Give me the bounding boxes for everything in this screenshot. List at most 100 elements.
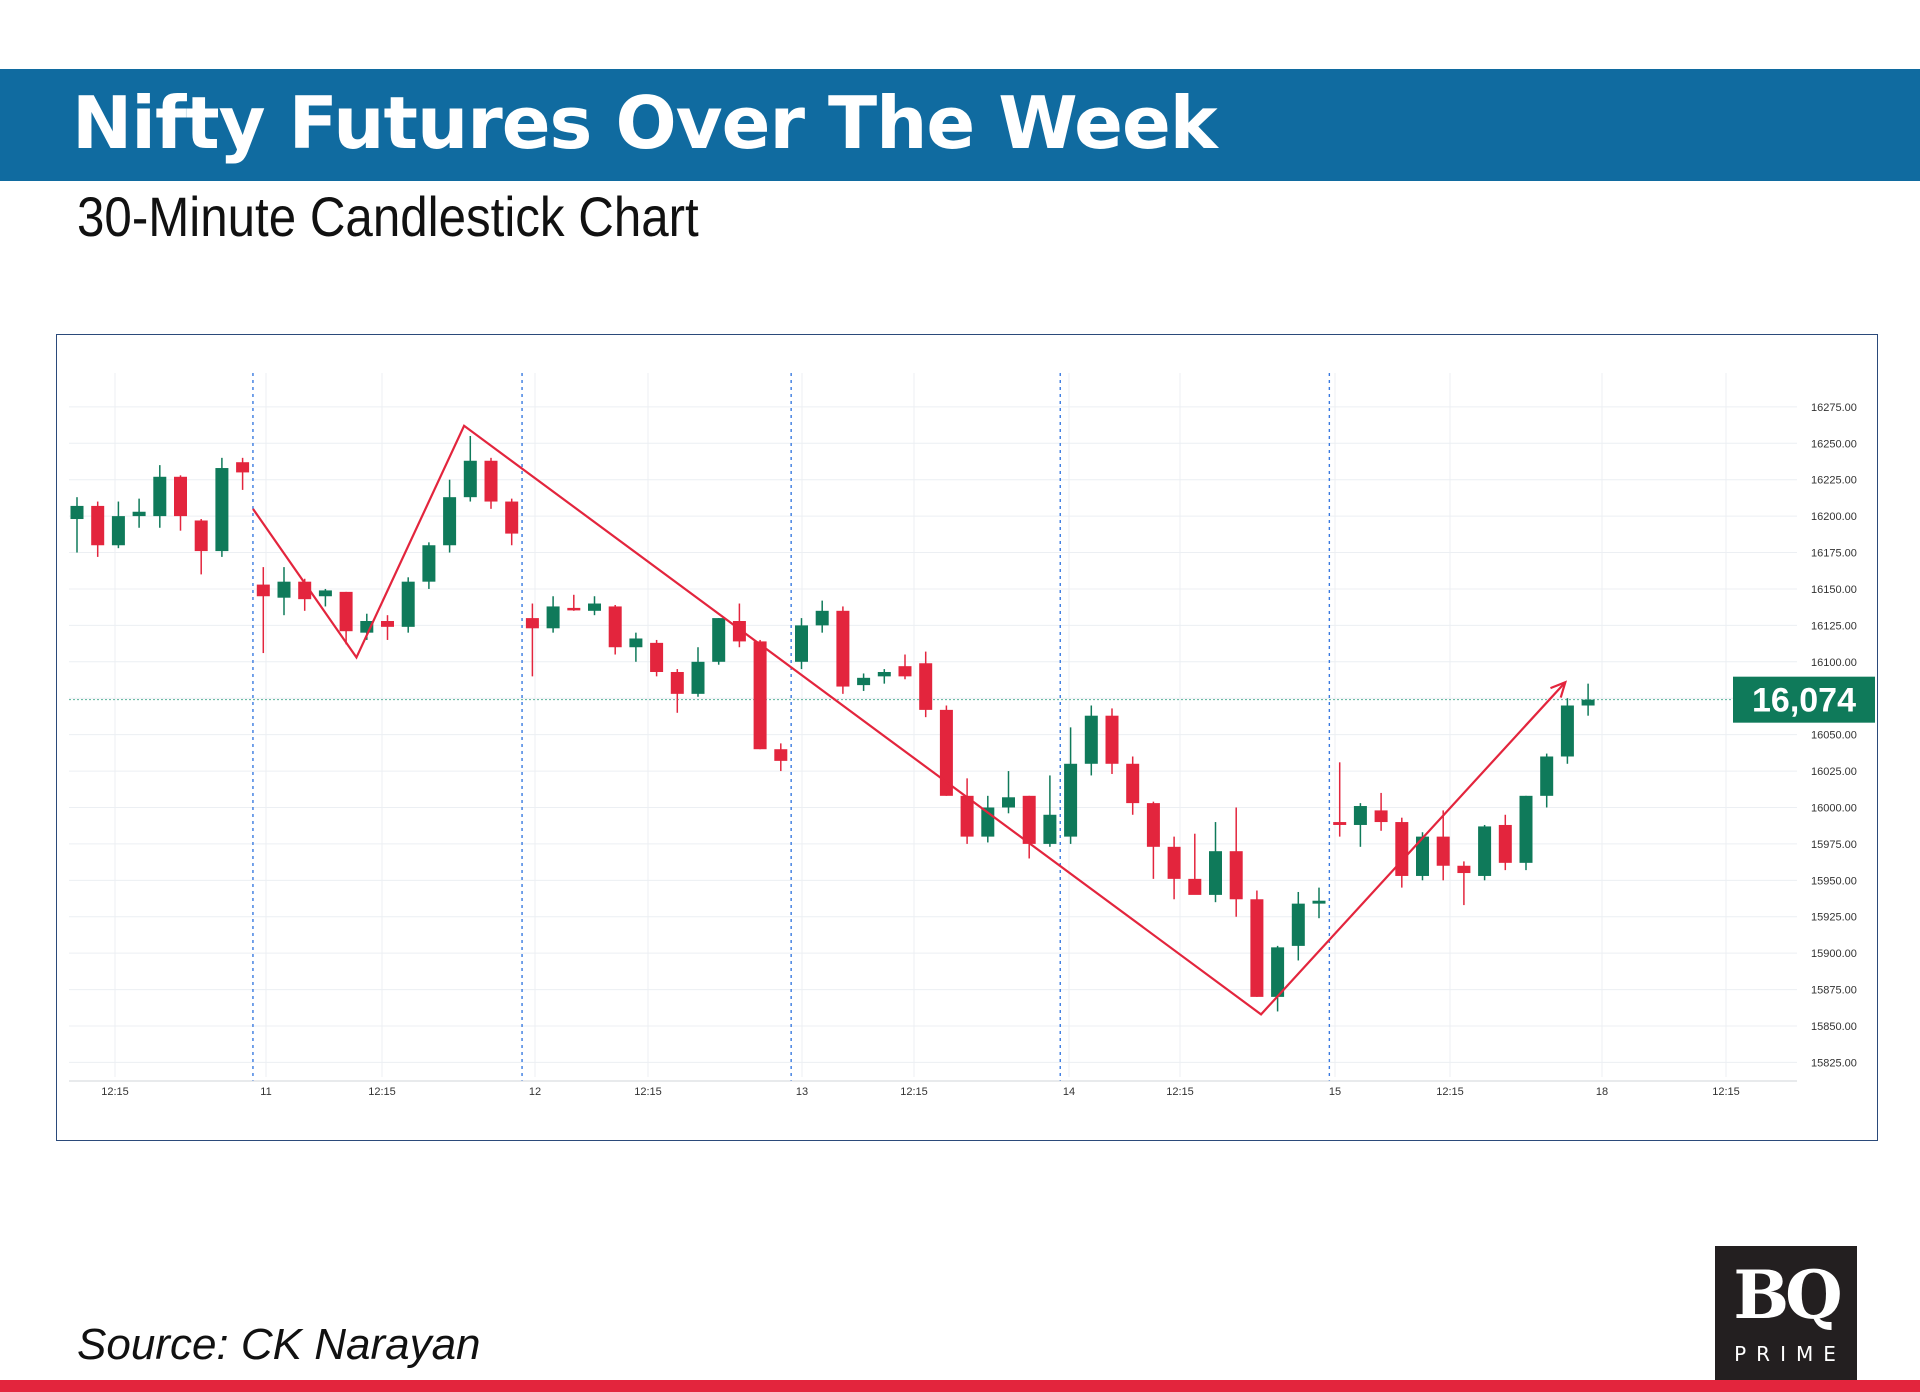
candle-down [174, 475, 187, 531]
candle-down [1126, 756, 1140, 815]
candle-body [381, 621, 394, 627]
candle-body [1395, 822, 1409, 876]
y-tick-label: 16225.00 [1811, 475, 1857, 487]
chart-frame: 16275.00 16250.00 16225.00 16200.00 16175.00… [56, 334, 1878, 1141]
candle-down [650, 639, 664, 677]
candle-body [795, 625, 808, 662]
candle-body [70, 505, 84, 520]
candle-up [1271, 945, 1285, 1012]
candle-up [318, 588, 332, 607]
candle-down [381, 615, 394, 640]
candle-body [1043, 814, 1057, 844]
candle-body [505, 501, 519, 534]
candle-up [1478, 824, 1492, 881]
candle-body [774, 749, 788, 761]
x-tick-label: 12:15 [368, 1086, 396, 1098]
candle-down [670, 669, 684, 713]
y-tick-label: 16050.00 [1811, 730, 1857, 742]
y-tick-label: 16025.00 [1811, 766, 1857, 778]
candle-up [712, 618, 726, 665]
candle-body [1188, 878, 1202, 895]
candle-body [525, 618, 539, 629]
candle-body [153, 476, 167, 517]
candle-down [774, 743, 788, 772]
candle-up [422, 542, 436, 589]
candle-body [1002, 797, 1015, 808]
bottom-accent-bar [0, 1380, 1920, 1392]
x-tick-label: 12:15 [634, 1086, 662, 1098]
candle-up [691, 647, 705, 697]
y-tick-label: 16100.00 [1811, 657, 1857, 669]
candle-body [877, 671, 891, 677]
candle-down [1167, 836, 1181, 900]
x-tick-label: 12:15 [900, 1086, 928, 1098]
candle-body [691, 661, 705, 694]
candle-down [1333, 762, 1347, 837]
candle-up [215, 457, 229, 557]
x-tick-label: 18 [1596, 1086, 1608, 1098]
candle-body [1291, 903, 1305, 946]
candle-down [505, 498, 519, 546]
candle-down [1374, 792, 1388, 831]
candle-up [1291, 891, 1305, 961]
trend-line-layer [252, 424, 1568, 1016]
candle-body [1064, 763, 1078, 837]
candle-up [815, 600, 829, 633]
candle-body [484, 460, 498, 502]
candle-body [1126, 763, 1140, 804]
candle-down [1229, 807, 1243, 917]
candle-body [608, 606, 622, 648]
candle-body [857, 677, 871, 686]
candle-down [753, 639, 767, 750]
y-tick-label: 15825.00 [1811, 1057, 1857, 1069]
logo-wordmark: BQ [1733, 1256, 1842, 1334]
candle-up [132, 498, 146, 528]
candle-up [588, 596, 601, 616]
candle-body [1312, 900, 1326, 904]
candle-up [1581, 683, 1595, 716]
candle-up [401, 577, 415, 633]
last-price-badge-layer: 16,074 [1733, 676, 1875, 723]
x-tick-label: 12:15 [1166, 1086, 1194, 1098]
candle-body [1498, 824, 1512, 863]
last-price-label: 16,074 [1752, 682, 1856, 720]
candlestick-chart: 16275.00 16250.00 16225.00 16200.00 16175.00… [69, 373, 1875, 1098]
y-axis: 16275.00 16250.00 16225.00 16200.00 16175.00… [1811, 402, 1857, 1070]
candle-down [919, 651, 933, 718]
candle-up [1519, 795, 1533, 871]
trend-line [252, 424, 1567, 1016]
candle-down [1250, 890, 1264, 997]
x-tick-label: 15 [1329, 1086, 1341, 1098]
candle-up [1416, 832, 1429, 881]
candle-down [608, 604, 622, 655]
candle-body [1209, 851, 1222, 895]
candle-body [629, 638, 643, 648]
candle-body [443, 497, 457, 546]
candle-body [1560, 705, 1574, 757]
candle-down [339, 591, 353, 645]
candle-body [650, 642, 664, 672]
candle-body [339, 591, 353, 632]
last-price-badge [1733, 676, 1875, 723]
candle-up [153, 465, 167, 528]
candle-body [194, 520, 208, 552]
day-separator-layer [252, 373, 1331, 1081]
candle-body [236, 462, 250, 473]
y-tick-label: 16000.00 [1811, 802, 1857, 814]
y-tick-label: 16275.00 [1811, 402, 1857, 414]
candle-down [1105, 708, 1119, 774]
candle-up [1560, 698, 1574, 764]
candle-up [795, 618, 808, 670]
chart-title: Nifty Futures Over The Week [72, 81, 1218, 165]
candle-up [1312, 887, 1326, 919]
candle-down [1498, 814, 1512, 871]
candle-body [546, 606, 560, 629]
candle-body [1457, 865, 1471, 874]
x-tick-label: 14 [1063, 1086, 1075, 1098]
candle-up [1353, 803, 1367, 847]
candle-up [629, 632, 643, 662]
logo-subtext: PRIME [1734, 1342, 1846, 1366]
candle-down [1022, 795, 1036, 859]
candle-body [1333, 822, 1347, 825]
candle-up [1002, 771, 1015, 814]
